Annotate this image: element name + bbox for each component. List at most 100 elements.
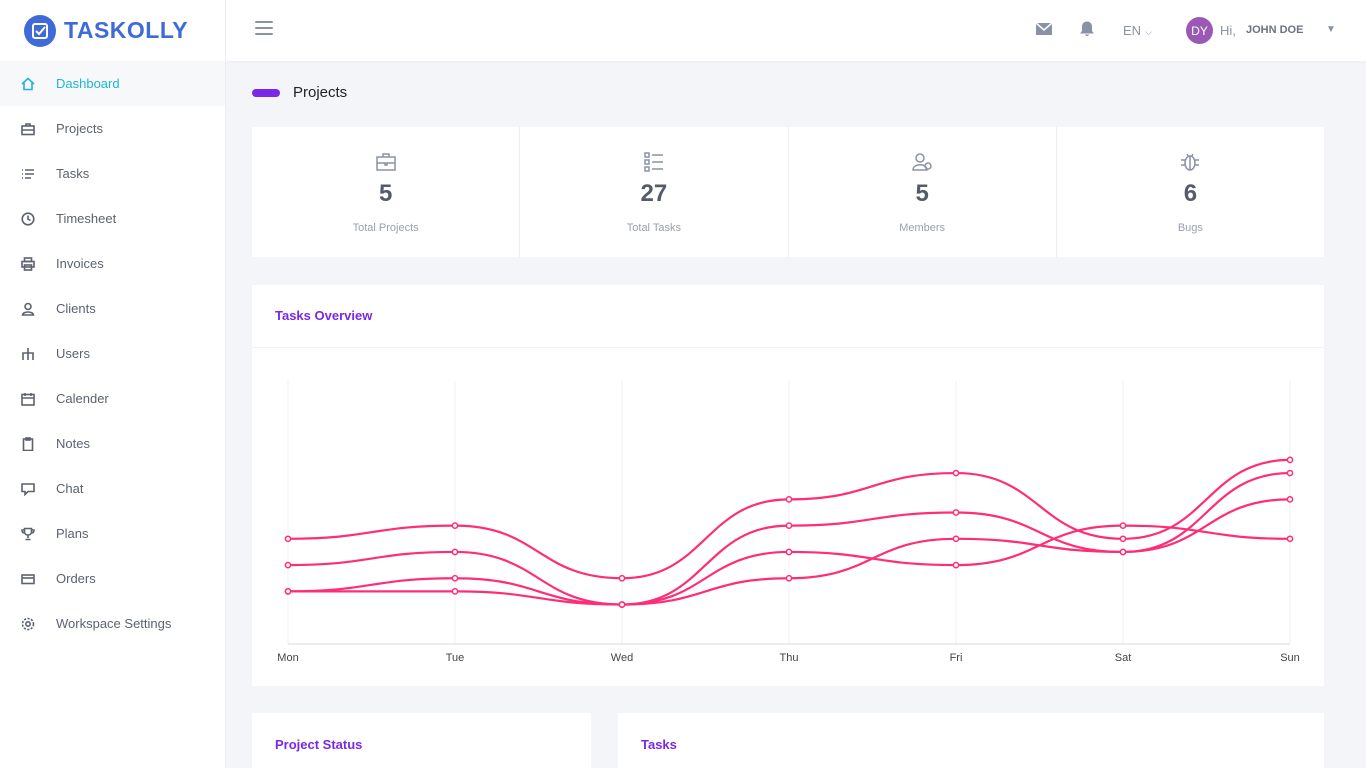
stat-value: 27 bbox=[640, 180, 668, 207]
mail-icon[interactable] bbox=[1035, 20, 1055, 40]
data-point bbox=[952, 561, 960, 569]
sidebar-item-label: Tasks bbox=[56, 166, 90, 181]
data-point bbox=[284, 561, 292, 569]
sidebar-item-orders[interactable]: Orders bbox=[0, 556, 225, 601]
stat-value: 6 bbox=[1183, 180, 1198, 207]
sidebar-item-label: Chat bbox=[56, 481, 84, 496]
gear-icon bbox=[21, 617, 35, 631]
x-tick-label: Sun bbox=[1280, 652, 1300, 664]
list-icon bbox=[21, 167, 35, 181]
data-point bbox=[1119, 522, 1127, 529]
stat-label: Bugs bbox=[1177, 222, 1203, 234]
sidebar-nav: Dashboard Projects Tasks Timesheet Invoi… bbox=[0, 61, 225, 646]
chat-icon bbox=[21, 482, 35, 496]
x-tick-label: Tue bbox=[446, 652, 465, 664]
data-point bbox=[952, 469, 960, 477]
sidebar-item-dashboard[interactable]: Dashboard bbox=[0, 61, 225, 106]
logo-icon bbox=[24, 14, 56, 47]
sidebar-item-label: Clients bbox=[56, 301, 96, 316]
sidebar-item-label: Plans bbox=[56, 526, 89, 541]
project-status-card: Project Status bbox=[252, 713, 591, 768]
stat-total-tasks: 27 Total Tasks bbox=[520, 127, 789, 257]
clock-icon bbox=[21, 211, 35, 226]
brand-name: TASKOLLY bbox=[64, 17, 189, 43]
home-icon bbox=[21, 76, 35, 91]
sidebar-item-invoices[interactable]: Invoices bbox=[0, 241, 225, 286]
data-point bbox=[952, 535, 960, 543]
stat-total-projects: 5 Total Projects bbox=[252, 127, 521, 257]
list-icon bbox=[643, 151, 665, 178]
stat-members: 5 Members bbox=[789, 127, 1057, 257]
printer-icon bbox=[21, 256, 35, 271]
language-label: EN bbox=[1123, 23, 1142, 38]
sidebar-item-clients[interactable]: Clients bbox=[0, 286, 225, 331]
bell-icon[interactable] bbox=[1078, 20, 1098, 40]
stat-value: 5 bbox=[915, 180, 929, 207]
heading-accent bbox=[252, 88, 280, 97]
sidebar-item-label: Calender bbox=[56, 391, 109, 406]
users-icon bbox=[911, 151, 933, 178]
sitemap-icon bbox=[21, 347, 35, 361]
avatar[interactable]: DY bbox=[1186, 17, 1213, 44]
data-point bbox=[1286, 456, 1294, 464]
data-point bbox=[451, 574, 459, 582]
bug-icon bbox=[1179, 151, 1201, 178]
tasks-overview-chart: Mon Tue Wed Thu Fri Sat Sun bbox=[277, 381, 1300, 664]
x-tick-label: Thu bbox=[780, 652, 799, 664]
data-point bbox=[451, 548, 459, 556]
x-tick-label: Fri bbox=[950, 652, 963, 664]
data-point bbox=[451, 588, 459, 595]
stat-label: Total Projects bbox=[352, 222, 419, 234]
sidebar-item-notes[interactable]: Notes bbox=[0, 421, 225, 466]
data-point bbox=[284, 588, 292, 595]
sidebar-item-label: Invoices bbox=[56, 256, 104, 271]
user-icon bbox=[21, 302, 35, 316]
card-divider bbox=[252, 347, 1324, 348]
data-point bbox=[1119, 548, 1127, 556]
page-heading: Projects bbox=[252, 84, 347, 101]
tasks-overview-card: Tasks Overview Mon Tue Wed Thu Fri Sat Sun bbox=[252, 285, 1324, 686]
sidebar-item-tasks[interactable]: Tasks bbox=[0, 151, 225, 196]
data-point bbox=[785, 496, 793, 503]
data-point bbox=[785, 522, 793, 529]
user-name[interactable]: JOHN DOE bbox=[1246, 24, 1304, 36]
data-point bbox=[785, 574, 793, 582]
sidebar-item-plans[interactable]: Plans bbox=[0, 511, 225, 556]
data-point bbox=[451, 522, 459, 529]
language-selector[interactable]: EN ⌵ bbox=[1123, 23, 1152, 38]
menu-toggle-icon[interactable] bbox=[255, 21, 273, 35]
credit-card-icon bbox=[21, 572, 35, 586]
card-title: Project Status bbox=[275, 737, 363, 752]
sidebar-item-workspace-settings[interactable]: Workspace Settings bbox=[0, 601, 225, 646]
sidebar: TASKOLLY Dashboard Projects Tasks Timesh… bbox=[0, 0, 226, 768]
card-title: Tasks Overview bbox=[275, 308, 373, 323]
data-point bbox=[785, 548, 793, 556]
x-tick-label: Sat bbox=[1115, 652, 1132, 664]
user-menu-caret-icon[interactable]: ▼ bbox=[1326, 24, 1336, 35]
greeting: Hi, bbox=[1220, 23, 1236, 38]
x-tick-label: Mon bbox=[277, 652, 298, 664]
data-point bbox=[284, 535, 292, 543]
stats-panel: 5 Total Projects 27 Total Tasks 5 Member… bbox=[252, 127, 1324, 257]
data-point bbox=[1119, 535, 1127, 543]
sidebar-item-label: Users bbox=[56, 346, 90, 361]
briefcase-icon bbox=[21, 122, 35, 136]
data-point bbox=[618, 601, 626, 608]
sidebar-item-calender[interactable]: Calender bbox=[0, 376, 225, 421]
sidebar-item-timesheet[interactable]: Timesheet bbox=[0, 196, 225, 241]
sidebar-item-users[interactable]: Users bbox=[0, 331, 225, 376]
topbar: EN ⌵ DY Hi, JOHN DOE ▼ bbox=[226, 0, 1366, 61]
sidebar-item-chat[interactable]: Chat bbox=[0, 466, 225, 511]
briefcase-icon bbox=[375, 151, 397, 178]
sidebar-item-label: Timesheet bbox=[56, 211, 117, 226]
brand[interactable]: TASKOLLY bbox=[0, 0, 225, 61]
trophy-icon bbox=[21, 527, 35, 541]
sidebar-item-projects[interactable]: Projects bbox=[0, 106, 225, 151]
data-point bbox=[1286, 496, 1294, 503]
data-point bbox=[1286, 535, 1294, 543]
x-tick-label: Wed bbox=[611, 652, 633, 664]
data-point bbox=[1286, 469, 1294, 477]
sidebar-item-label: Workspace Settings bbox=[56, 616, 172, 631]
stat-bugs: 6 Bugs bbox=[1057, 127, 1324, 257]
chevron-down-icon: ⌵ bbox=[1145, 27, 1152, 37]
